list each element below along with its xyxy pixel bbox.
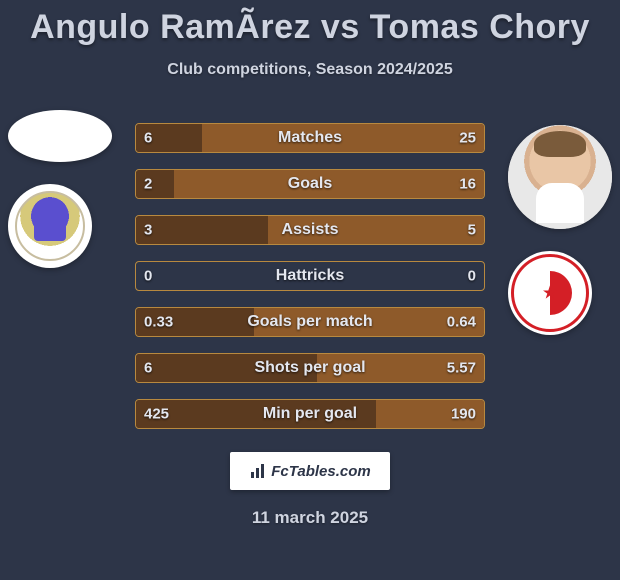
- page-title: Angulo RamÃ­rez vs Tomas Chory: [0, 0, 620, 47]
- anderlecht-crest-icon: [15, 191, 85, 261]
- value-left: 2: [144, 176, 152, 193]
- stat-label: Min per goal: [263, 405, 357, 423]
- bar-right: [202, 124, 484, 152]
- slavia-crest-icon: ★: [511, 254, 589, 332]
- stat-label: Goals: [288, 175, 332, 193]
- right-club-logo: ★: [508, 251, 592, 335]
- value-left: 3: [144, 222, 152, 239]
- right-player-avatar: [508, 125, 612, 229]
- stat-label: Goals per match: [247, 313, 372, 331]
- comparison-chart: 6 25 Matches 2 16 Goals 3 5 Assists 0 0 Hattricks 0.…: [135, 123, 485, 445]
- stat-label: Assists: [282, 221, 339, 239]
- stat-label: Matches: [278, 129, 342, 147]
- value-right: 5.57: [447, 360, 476, 377]
- stat-row: 3 5 Assists: [135, 215, 485, 245]
- branding-text: FcTables.com: [271, 463, 370, 480]
- right-player-column: ★: [508, 125, 612, 335]
- stat-label: Hattricks: [276, 267, 344, 285]
- stat-row: 2 16 Goals: [135, 169, 485, 199]
- stat-row: 6 25 Matches: [135, 123, 485, 153]
- left-club-logo: [8, 184, 92, 268]
- bar-left: [136, 216, 268, 244]
- date-label: 11 march 2025: [0, 508, 620, 528]
- value-right: 0: [468, 268, 476, 285]
- value-left: 0: [144, 268, 152, 285]
- stat-row: 425 190 Min per goal: [135, 399, 485, 429]
- value-left: 425: [144, 406, 169, 423]
- value-right: 190: [451, 406, 476, 423]
- stat-row: 0 0 Hattricks: [135, 261, 485, 291]
- stat-label: Shots per goal: [254, 359, 365, 377]
- value-right: 25: [459, 130, 476, 147]
- subtitle: Club competitions, Season 2024/2025: [0, 61, 620, 79]
- stat-row: 6 5.57 Shots per goal: [135, 353, 485, 383]
- bar-left: [136, 170, 174, 198]
- left-player-column: [8, 110, 112, 268]
- value-right: 16: [459, 176, 476, 193]
- left-player-avatar: [8, 110, 112, 162]
- value-left: 0.33: [144, 314, 173, 331]
- value-left: 6: [144, 130, 152, 147]
- branding-badge: FcTables.com: [230, 452, 390, 490]
- chart-icon: [249, 462, 267, 480]
- value-right: 0.64: [447, 314, 476, 331]
- stat-row: 0.33 0.64 Goals per match: [135, 307, 485, 337]
- value-right: 5: [468, 222, 476, 239]
- value-left: 6: [144, 360, 152, 377]
